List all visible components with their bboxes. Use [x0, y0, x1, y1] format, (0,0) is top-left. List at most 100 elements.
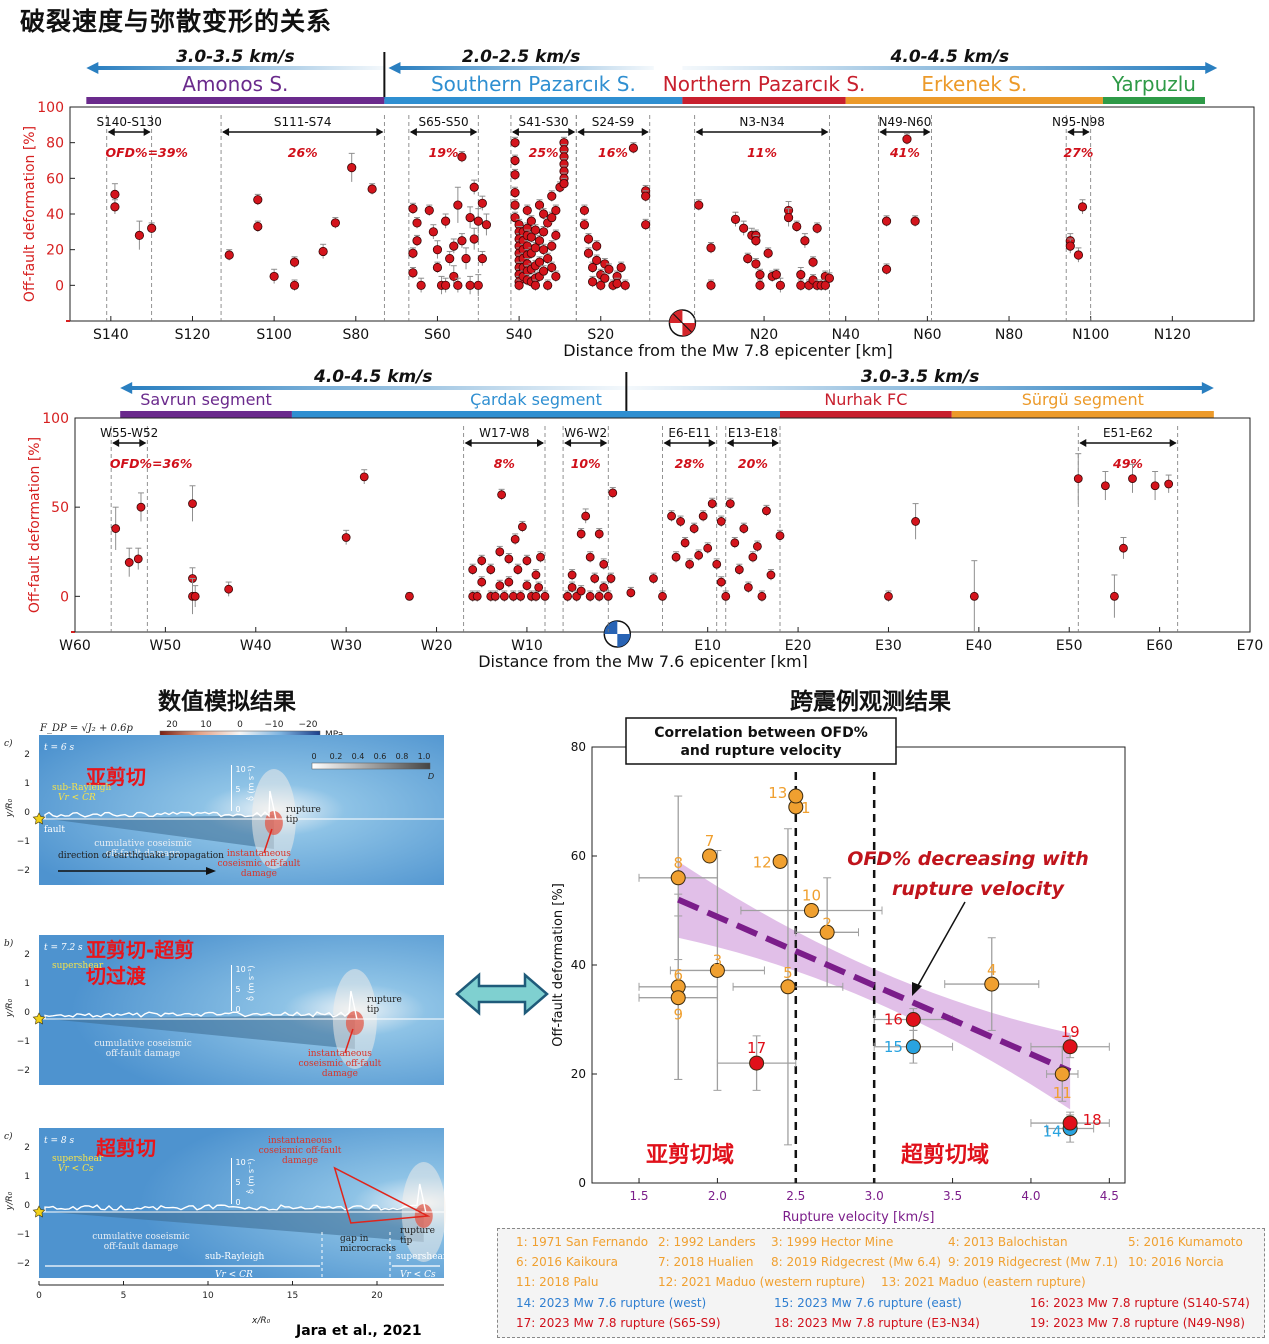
segment-name: Amonos S.: [182, 72, 288, 96]
regime-english: supershear: [52, 1154, 103, 1164]
arrow-head: [1205, 62, 1217, 74]
arrow-head: [568, 128, 575, 136]
zone-ofd-percent: 28%: [675, 456, 705, 471]
velocity-label: 4.0-4.5 km/s: [313, 368, 433, 387]
double-arrow-icon: [455, 972, 549, 1016]
data-point: [731, 539, 739, 547]
segment-bar: [682, 97, 845, 104]
x-tick-label: E70: [1237, 638, 1264, 654]
zone-label: N3-N34: [739, 115, 784, 129]
rupture-tip-label: rupture tip: [400, 1226, 430, 1246]
point-label: 4: [987, 961, 997, 979]
simulation-figure: 20100−10−20MPa1050δ̇ (m s⁻¹)210−1−2y/R₀0…: [0, 715, 450, 1344]
point-label: 14: [1043, 1123, 1062, 1141]
data-point: [1129, 475, 1137, 483]
zone-label: S24-S9: [592, 115, 634, 129]
data-point: [605, 265, 613, 273]
data-point: [137, 503, 145, 511]
x-tick-label: W20: [421, 638, 453, 654]
data-point: [1063, 1116, 1077, 1130]
data-point: [473, 592, 481, 600]
data-point: [552, 206, 560, 214]
velocity-tick: 5: [236, 1178, 241, 1187]
data-point: [539, 267, 547, 275]
data-point: [536, 553, 544, 561]
instantaneous-damage-label: instantaneous coseismic off-fault damage: [250, 1136, 350, 1166]
y-tick-label: −1: [17, 1037, 30, 1047]
x-tick-label: N60: [913, 327, 941, 343]
cumulative-damage-label: cumulative coseismic off-fault damage: [88, 1039, 198, 1059]
point-label: 6: [673, 966, 683, 984]
data-point: [125, 558, 133, 566]
y-tick-label: 20: [46, 243, 64, 259]
arrow-head: [923, 128, 930, 136]
x-tick-label: E40: [966, 638, 993, 654]
data-point: [906, 1040, 920, 1054]
data-point: [592, 256, 600, 264]
data-point: [482, 221, 490, 229]
formula: F_DP = √J₂ + 0.6p: [40, 723, 133, 734]
y-tick-label: 50: [51, 500, 69, 516]
point-label: 15: [884, 1038, 903, 1056]
data-point: [348, 163, 356, 171]
point-label: 17: [747, 1039, 766, 1057]
data-point: [458, 153, 466, 161]
data-point: [535, 583, 543, 591]
point-label: 5: [783, 964, 793, 982]
data-point: [588, 278, 596, 286]
data-point: [543, 254, 551, 262]
data-point: [1074, 251, 1082, 259]
zone-ofd-percent: 25%: [529, 145, 559, 160]
x-tick-label: 3.5: [943, 1189, 962, 1203]
data-point: [707, 281, 715, 289]
data-point: [189, 500, 197, 508]
x-tick-label: N100: [1072, 327, 1109, 343]
correlation-chart: Correlation between OFD%and rupture velo…: [540, 712, 1240, 1232]
data-point: [509, 592, 517, 600]
arrow-head: [376, 128, 383, 136]
legend-item: 18: 2023 Mw 7.8 rupture (E3-N34): [774, 1316, 980, 1330]
data-point: [784, 213, 792, 221]
data-point: [699, 512, 707, 520]
velocity-label: 3.0-3.5 km/s: [861, 368, 980, 387]
data-point: [749, 553, 757, 561]
data-point: [722, 592, 730, 600]
y-tick-label: 2: [24, 750, 30, 760]
data-point: [425, 206, 433, 214]
data-point: [539, 228, 547, 236]
point-label: 8: [673, 854, 683, 872]
data-point: [797, 270, 805, 278]
segment-bar: [780, 411, 952, 418]
annotation-arrow: [916, 902, 965, 989]
data-point: [671, 991, 685, 1005]
fault-label: fault: [44, 825, 65, 835]
citation: Jara et al., 2021: [296, 1323, 422, 1339]
data-point: [695, 201, 703, 209]
y-tick-label: 0: [24, 1201, 30, 1211]
x-axis-label: Rupture velocity [km/s]: [783, 1210, 935, 1225]
x-tick-label: 10: [202, 1291, 214, 1301]
arrow-head: [879, 128, 886, 136]
data-point: [767, 571, 775, 579]
data-point: [491, 592, 499, 600]
y-tick-label: 0: [24, 1008, 30, 1018]
arrow-head: [821, 128, 828, 136]
x-tick-label: S120: [175, 327, 211, 343]
subshear-domain-label: 亚剪切域: [646, 1142, 734, 1168]
arrow-head: [709, 439, 716, 447]
segment-bar: [120, 411, 292, 418]
legend-item: 14: 2023 Mw 7.6 rupture (west): [516, 1296, 706, 1310]
legend-item: 1: 1971 San Fernando: [516, 1235, 648, 1249]
data-point: [111, 203, 119, 211]
zone-label: N95-N98: [1052, 115, 1105, 129]
arrow-head: [664, 439, 671, 447]
data-point: [413, 237, 421, 245]
data-point: [368, 185, 376, 193]
trend-annotation-line1: OFD% decreasing with: [847, 848, 1089, 870]
data-point: [744, 583, 752, 591]
arrow-head: [1067, 128, 1074, 136]
segment-bar: [1103, 97, 1205, 104]
data-point: [641, 221, 649, 229]
y-tick-label: 0: [55, 278, 64, 294]
simulation-title: 数值模拟结果: [158, 682, 296, 716]
